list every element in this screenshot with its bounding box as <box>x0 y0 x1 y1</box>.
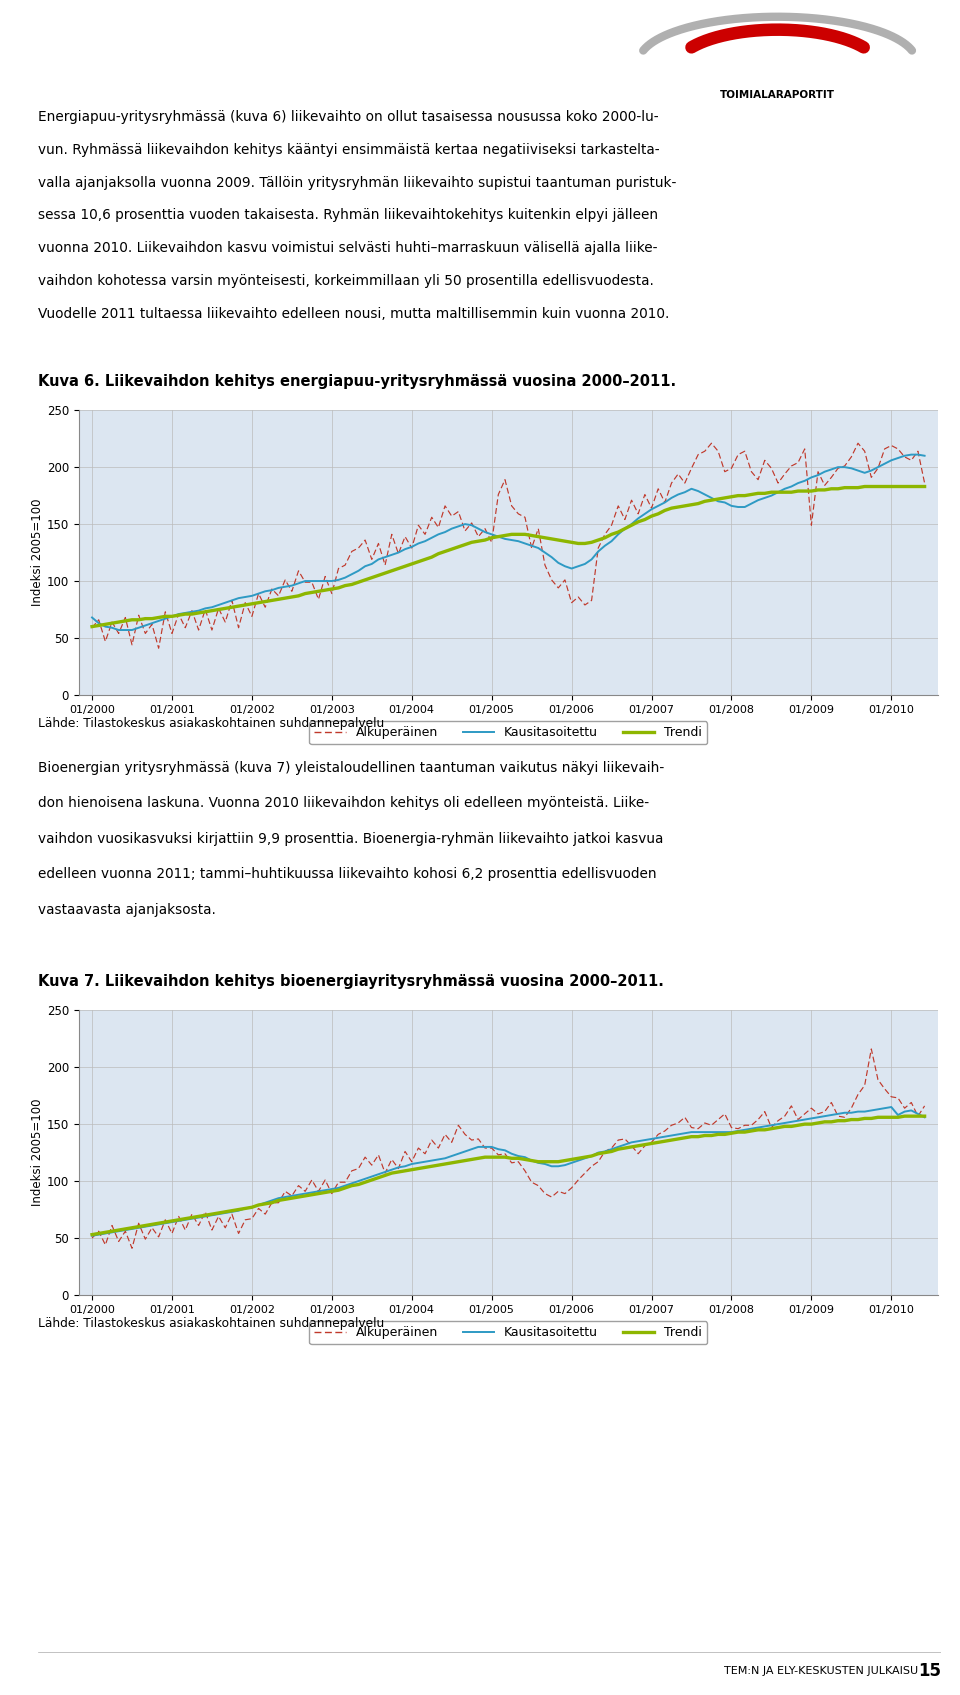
Text: vaihdon kohotessa varsin myönteisesti, korkeimmillaan yli 50 prosentilla edellis: vaihdon kohotessa varsin myönteisesti, k… <box>38 275 655 288</box>
Legend: Alkuperäinen, Kausitasoitettu, Trendi: Alkuperäinen, Kausitasoitettu, Trendi <box>309 722 708 744</box>
Text: TOIMIALARAPORTIT: TOIMIALARAPORTIT <box>720 90 835 100</box>
Text: vuonna 2010. Liikevaihdon kasvu voimistui selvästi huhti–marraskuun välisellä aj: vuonna 2010. Liikevaihdon kasvu voimistu… <box>38 241 658 256</box>
Text: vaihdon vuosikasvuksi kirjattiin 9,9 prosenttia. Bioenergia-ryhmän liikevaihto j: vaihdon vuosikasvuksi kirjattiin 9,9 pro… <box>38 832 663 846</box>
Legend: Alkuperäinen, Kausitasoitettu, Trendi: Alkuperäinen, Kausitasoitettu, Trendi <box>309 1322 708 1344</box>
Text: Lähde: Tilastokeskus asiakaskohtainen suhdannepalvelu: Lähde: Tilastokeskus asiakaskohtainen su… <box>38 717 385 731</box>
Y-axis label: Indeksi 2005=100: Indeksi 2005=100 <box>31 1098 44 1207</box>
Text: Vuodelle 2011 tultaessa liikevaihto edelleen nousi, mutta maltillisemmin kuin vu: Vuodelle 2011 tultaessa liikevaihto edel… <box>38 307 670 320</box>
Y-axis label: Indeksi 2005=100: Indeksi 2005=100 <box>31 498 44 607</box>
Text: vastaavasta ajanjaksosta.: vastaavasta ajanjaksosta. <box>38 903 216 917</box>
Text: TEM:N JA ELY-KESKUSTEN JULKAISU: TEM:N JA ELY-KESKUSTEN JULKAISU <box>724 1666 919 1676</box>
Text: vun. Ryhmässä liikevaihdon kehitys kääntyi ensimmäistä kertaa negatiiviseksi tar: vun. Ryhmässä liikevaihdon kehitys käänt… <box>38 142 660 158</box>
Text: valla ajanjaksolla vuonna 2009. Tällöin yritysryhmän liikevaihto supistui taantu: valla ajanjaksolla vuonna 2009. Tällöin … <box>38 176 677 190</box>
Text: Energiapuu-yritysryhmässä (kuva 6) liikevaihto on ollut tasaisessa nousussa koko: Energiapuu-yritysryhmässä (kuva 6) liike… <box>38 110 659 124</box>
Text: Kuva 7. Liikevaihdon kehitys bioenergiayritysryhmässä vuosina 2000–2011.: Kuva 7. Liikevaihdon kehitys bioenergiay… <box>38 975 664 988</box>
Text: sessa 10,6 prosenttia vuoden takaisesta. Ryhmän liikevaihtokehitys kuitenkin elp: sessa 10,6 prosenttia vuoden takaisesta.… <box>38 208 659 222</box>
Text: Kuva 6. Liikevaihdon kehitys energiapuu-yritysryhmässä vuosina 2000–2011.: Kuva 6. Liikevaihdon kehitys energiapuu-… <box>38 375 677 388</box>
Text: Bioenergian yritysryhmässä (kuva 7) yleistaloudellinen taantuman vaikutus näkyi : Bioenergian yritysryhmässä (kuva 7) ylei… <box>38 761 664 775</box>
Text: 15: 15 <box>918 1663 941 1680</box>
Text: don hienoisena laskuna. Vuonna 2010 liikevaihdon kehitys oli edelleen myönteistä: don hienoisena laskuna. Vuonna 2010 liik… <box>38 797 650 810</box>
Text: edelleen vuonna 2011; tammi–huhtikuussa liikevaihto kohosi 6,2 prosenttia edelli: edelleen vuonna 2011; tammi–huhtikuussa … <box>38 868 657 881</box>
Text: Lähde: Tilastokeskus asiakaskohtainen suhdannepalvelu: Lähde: Tilastokeskus asiakaskohtainen su… <box>38 1317 385 1331</box>
